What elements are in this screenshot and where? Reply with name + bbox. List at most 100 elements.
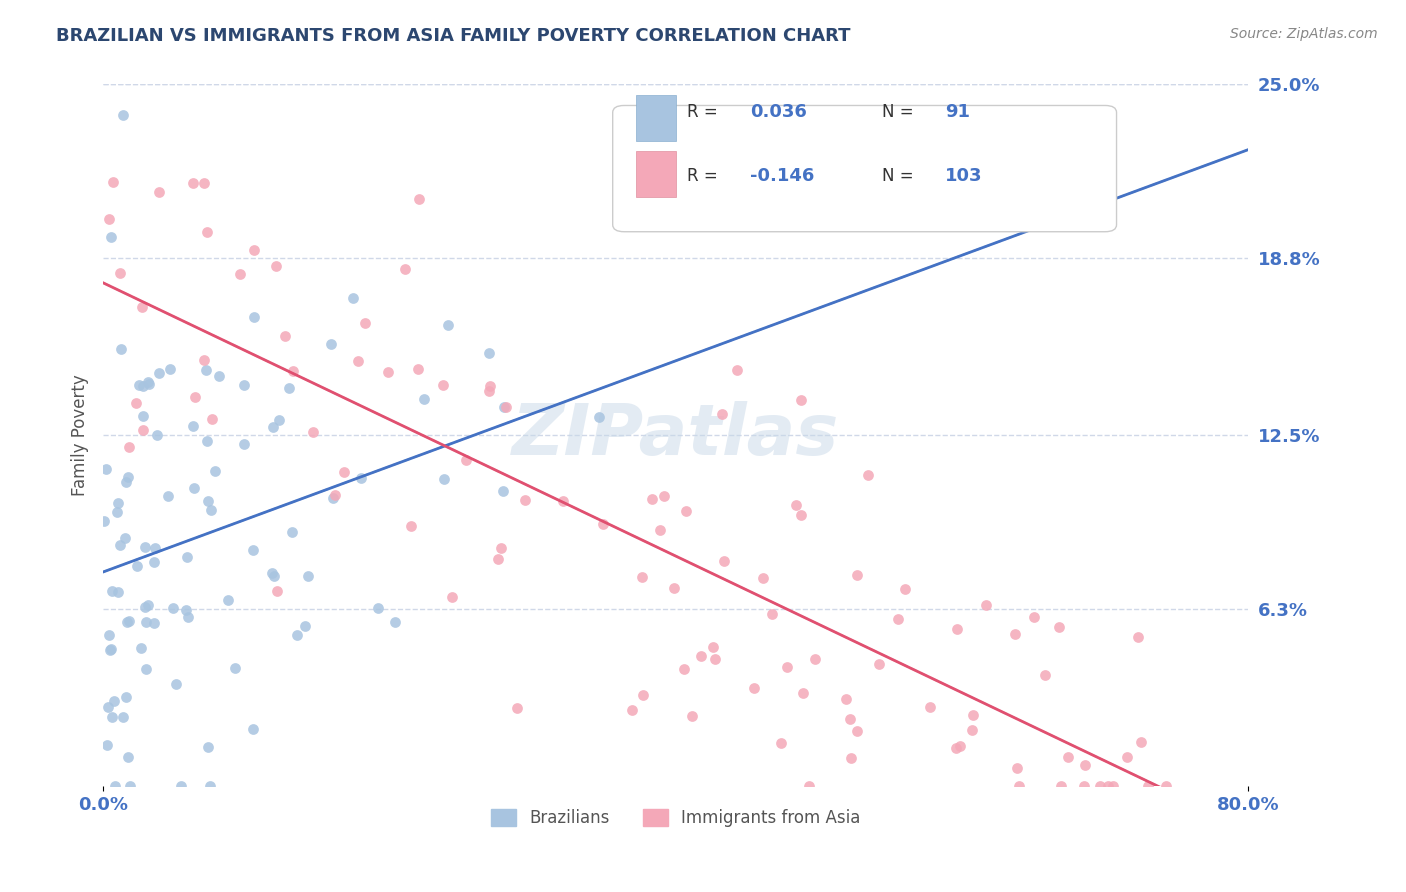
Point xyxy=(193,353,215,368)
Point xyxy=(194,363,217,377)
Point xyxy=(266,583,288,598)
Point xyxy=(856,468,879,483)
Text: -0.146: -0.146 xyxy=(751,167,814,185)
Point xyxy=(776,660,799,674)
Point xyxy=(839,713,862,727)
Point xyxy=(887,611,910,625)
Point xyxy=(790,508,813,522)
Point xyxy=(135,662,157,676)
Point xyxy=(132,423,155,437)
Point xyxy=(835,692,858,706)
Point xyxy=(454,453,477,467)
Point xyxy=(949,739,972,753)
Point xyxy=(354,316,377,330)
Point xyxy=(492,483,515,498)
Point xyxy=(104,779,127,793)
Point xyxy=(148,367,170,381)
Point xyxy=(197,739,219,754)
Point xyxy=(224,660,246,674)
Point xyxy=(1004,627,1026,641)
Point xyxy=(662,581,685,595)
Point xyxy=(115,690,138,704)
Point xyxy=(1097,779,1119,793)
Point xyxy=(242,244,264,258)
Point xyxy=(946,622,969,636)
Point xyxy=(200,779,222,793)
Point xyxy=(101,710,124,724)
Point xyxy=(641,491,664,506)
Point xyxy=(437,318,460,332)
Point xyxy=(148,186,170,200)
Point xyxy=(103,693,125,707)
Point xyxy=(478,384,501,398)
Point xyxy=(769,735,792,749)
Point xyxy=(117,749,139,764)
Point xyxy=(177,610,200,624)
Text: BRAZILIAN VS IMMIGRANTS FROM ASIA FAMILY POVERTY CORRELATION CHART: BRAZILIAN VS IMMIGRANTS FROM ASIA FAMILY… xyxy=(56,27,851,45)
Point xyxy=(675,504,697,518)
Point xyxy=(761,607,783,622)
Point xyxy=(962,708,984,723)
Point xyxy=(176,550,198,565)
Point xyxy=(242,542,264,557)
Point xyxy=(841,750,863,764)
Point xyxy=(93,514,115,528)
Point xyxy=(274,329,297,343)
Point xyxy=(713,554,735,568)
Point xyxy=(322,491,344,505)
Point xyxy=(142,556,165,570)
Point xyxy=(134,541,156,555)
Point xyxy=(193,176,215,190)
Point xyxy=(1126,630,1149,644)
Point xyxy=(159,362,181,376)
Point xyxy=(260,566,283,580)
Point xyxy=(204,464,226,478)
Point xyxy=(1088,779,1111,793)
Point xyxy=(115,475,138,489)
Point xyxy=(478,379,501,393)
Point xyxy=(432,377,454,392)
Point xyxy=(145,541,167,555)
Point xyxy=(243,310,266,324)
Point xyxy=(285,628,308,642)
Point xyxy=(233,377,256,392)
Point xyxy=(136,598,159,612)
Point xyxy=(478,346,501,360)
Point xyxy=(918,700,941,714)
Point xyxy=(413,392,436,407)
Point xyxy=(1136,779,1159,793)
Point xyxy=(183,177,205,191)
Point xyxy=(118,441,141,455)
Point xyxy=(111,108,134,122)
Point xyxy=(592,516,614,531)
Point xyxy=(98,642,121,657)
Point xyxy=(131,379,153,393)
Point xyxy=(489,541,512,556)
Point xyxy=(129,641,152,656)
Point xyxy=(702,640,724,654)
Point xyxy=(960,723,983,738)
Text: N =: N = xyxy=(882,167,918,185)
Text: 91: 91 xyxy=(945,103,970,121)
Point xyxy=(846,723,869,738)
Point xyxy=(117,469,139,483)
Point xyxy=(263,569,285,583)
Point xyxy=(494,400,516,414)
Point xyxy=(146,428,169,442)
Point xyxy=(162,600,184,615)
Point xyxy=(108,267,131,281)
Point xyxy=(486,551,509,566)
Point xyxy=(704,652,727,666)
Point xyxy=(96,739,118,753)
Point xyxy=(127,559,149,574)
Point xyxy=(1129,735,1152,749)
Point xyxy=(974,599,997,613)
Point xyxy=(1073,779,1095,793)
Point xyxy=(752,571,775,585)
Point xyxy=(513,493,536,508)
Point xyxy=(101,584,124,599)
Point xyxy=(1033,668,1056,682)
Point xyxy=(742,681,765,695)
Text: R =: R = xyxy=(688,103,723,121)
Point xyxy=(131,301,153,315)
